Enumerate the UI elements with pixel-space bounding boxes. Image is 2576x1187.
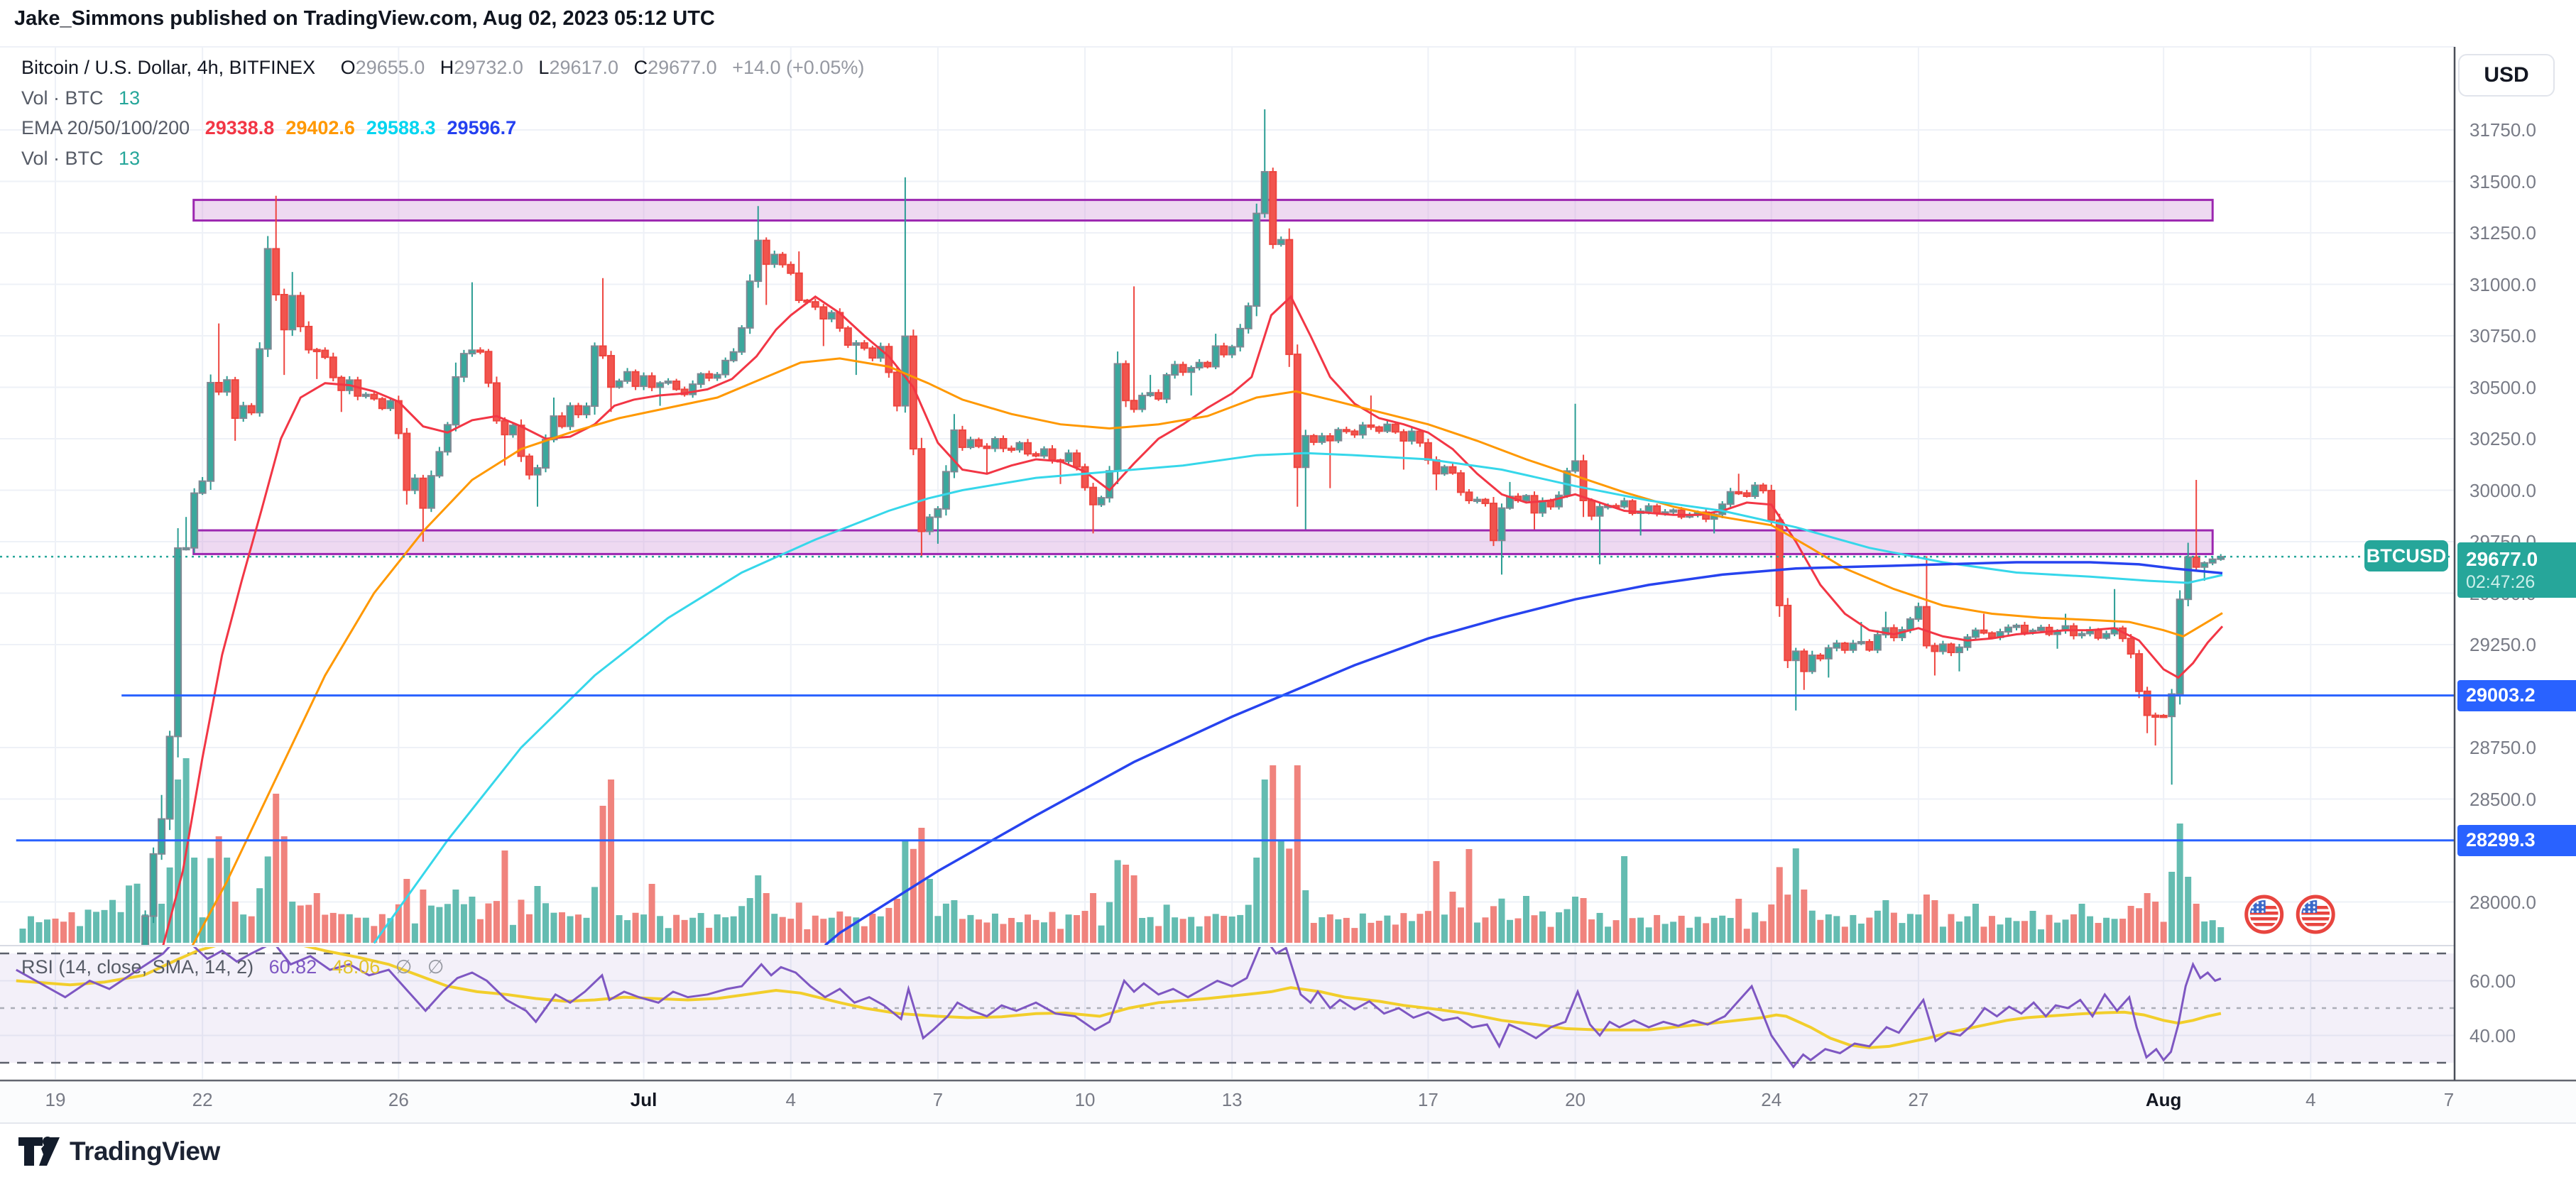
symbol-description: Bitcoin / U.S. Dollar, 4h, BITFINEX [21,57,316,78]
time-tick-26: 26 [388,1089,409,1110]
volume-label: Vol · BTC [21,148,104,169]
volume-legend-row-2[interactable]: Vol · BTC 13 [21,148,140,170]
ema-label: EMA 20/50/100/200 [21,117,190,138]
time-tick-Jul: Jul [630,1089,657,1110]
symbol-legend-row[interactable]: Bitcoin / U.S. Dollar, 4h, BITFINEX O296… [21,57,864,79]
ohlc-o-label: O [340,57,356,78]
tradingview-logo[interactable]: TradingView [18,1136,220,1167]
price-tick-30750.0: 30750.0 [2469,325,2536,346]
price-tick-28500.0: 28500.0 [2469,788,2536,810]
rsi-label: RSI (14, close, SMA, 14, 2) [21,956,254,978]
time-tick-7: 7 [2443,1089,2455,1110]
change-value: +14.0 (+0.05%) [732,57,865,78]
ohlc-o-value: 29655.0 [355,57,425,78]
time-tick-24: 24 [1761,1089,1782,1110]
price-tick-30000.0: 30000.0 [2469,479,2536,501]
price-tick-31000.0: 31000.0 [2469,273,2536,295]
us-economic-event-icon[interactable] [2296,895,2335,934]
time-tick-22: 22 [192,1089,213,1110]
ema-legend-row[interactable]: EMA 20/50/100/200 29338.8 29402.6 29588.3 2… [21,117,528,139]
ema200-line [824,561,2223,946]
volume-label: Vol · BTC [21,87,104,109]
ema50-line [191,357,2223,946]
ema-lines [162,295,2224,946]
rsi-tick-40.00: 40.00 [2469,1024,2516,1046]
ohlc-h-value: 29732.0 [454,57,523,78]
rsi-line [16,947,2222,1069]
ohlc-l-label: L [538,57,550,78]
rsi-null-1: ∅ [395,956,413,978]
volume-value: 13 [119,87,141,109]
candlestick-series [141,109,2225,946]
time-tick-4: 4 [2305,1089,2316,1110]
time-tick-20: 20 [1565,1089,1586,1110]
ohlc-c-value: 29677.0 [648,57,717,78]
volume-series [19,758,2225,943]
rsi-tick-60.00: 60.00 [2469,970,2516,992]
current-price-axis-label: 29677.0 02:47:26 [2457,542,2576,598]
time-axis-strip[interactable] [0,1081,2576,1123]
ema20-line [162,295,2224,946]
ohlc-h-label: H [440,57,454,78]
tradingview-logo-text: TradingView [70,1137,220,1166]
rsi-sma-line [16,947,2222,1049]
ema-legend-value: 29588.3 [366,117,436,138]
ohlc-l-value: 29617.0 [549,57,619,78]
rsi-pane [0,947,2455,1069]
ohlc-c-label: C [633,57,648,78]
time-tick-Aug: Aug [2145,1089,2182,1110]
ema-legend-value: 29402.6 [285,117,355,138]
price-tick-28750.0: 28750.0 [2469,737,2536,758]
price-tick-29250.0: 29250.0 [2469,634,2536,655]
alert-level-axis-label: 29003.2 [2457,679,2576,711]
us-economic-event-icon[interactable] [2244,895,2284,934]
rsi-value: 60.82 [268,956,317,978]
currency-toggle-button[interactable]: USD [2458,54,2555,97]
bar-countdown-timer: 02:47:26 [2466,572,2536,593]
time-tick-13: 13 [1221,1089,1243,1110]
rsi-sma-value: 48.06 [332,956,381,978]
time-tick-10: 10 [1074,1089,1096,1110]
rsi-null-2: ∅ [427,956,444,978]
price-zone [192,529,2214,555]
volume-legend-row-1[interactable]: Vol · BTC 13 [21,87,140,109]
horizontal-level-lines[interactable] [16,694,2455,842]
volume-value: 13 [119,148,141,169]
price-tick-30250.0: 30250.0 [2469,428,2536,449]
price-tick-31500.0: 31500.0 [2469,170,2536,192]
price-zone [192,199,2214,222]
time-tick-4: 4 [785,1089,796,1110]
current-price-symbol-pill: BTCUSD [2364,540,2448,572]
publish-header: Jake_Simmons published on TradingView.co… [14,7,715,30]
price-tick-31250.0: 31250.0 [2469,222,2536,244]
tradingview-logo-icon [18,1137,60,1166]
ema100-line [373,452,2223,944]
price-tick-31750.0: 31750.0 [2469,119,2536,141]
time-tick-7: 7 [932,1089,944,1110]
time-tick-27: 27 [1908,1089,1929,1110]
alert-level-axis-label: 28299.3 [2457,824,2576,856]
ema-legend-value: 29596.7 [447,117,517,138]
price-tick-30500.0: 30500.0 [2469,376,2536,398]
ema-legend-value: 29338.8 [204,117,275,138]
current-price-value: 29677.0 [2466,548,2538,571]
time-tick-17: 17 [1417,1089,1439,1110]
price-tick-28000.0: 28000.0 [2469,891,2536,913]
rsi-legend-row[interactable]: RSI (14, close, SMA, 14, 2) 60.82 48.06 … [21,956,444,978]
ema-values: 29338.8 29402.6 29588.3 29596.7 [205,117,528,138]
time-tick-19: 19 [45,1089,66,1110]
